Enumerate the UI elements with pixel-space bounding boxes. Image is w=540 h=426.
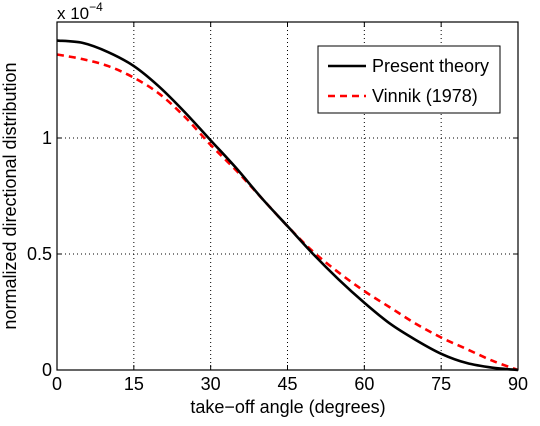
x-tick-label: 60 [354, 374, 374, 394]
y-tick-label: 0.5 [27, 244, 52, 264]
x-tick-label: 75 [431, 374, 451, 394]
series-line-present-theory [56, 39, 519, 372]
y-multiplier-base: x 10 [57, 4, 89, 23]
grid-lines [57, 22, 518, 370]
y-tick-label: 0 [42, 360, 52, 380]
y-multiplier-exponent: −4 [89, 0, 103, 14]
x-tick-label: 0 [52, 374, 62, 394]
x-tick-label: 90 [508, 374, 528, 394]
x-axis-label: take−off angle (degrees) [190, 397, 385, 417]
legend-label-present-theory: Present theory [372, 56, 489, 76]
y-multiplier: x 10−4 [57, 0, 103, 23]
x-tick-label: 15 [124, 374, 144, 394]
series-line-vinnik-1978 [56, 53, 519, 372]
legend-box [317, 45, 501, 114]
legend-label-vinnik: Vinnik (1978) [372, 86, 478, 106]
y-axis-label: normalized directional distribution [0, 62, 20, 329]
legend: Present theory Vinnik (1978) [317, 45, 501, 114]
y-tick-label: 1 [42, 128, 52, 148]
x-tick-label: 45 [277, 374, 297, 394]
x-tick-label: 30 [201, 374, 221, 394]
tick-group: 0 15 30 45 60 75 90 0 0.5 1 [27, 22, 528, 394]
series-group [56, 39, 519, 372]
